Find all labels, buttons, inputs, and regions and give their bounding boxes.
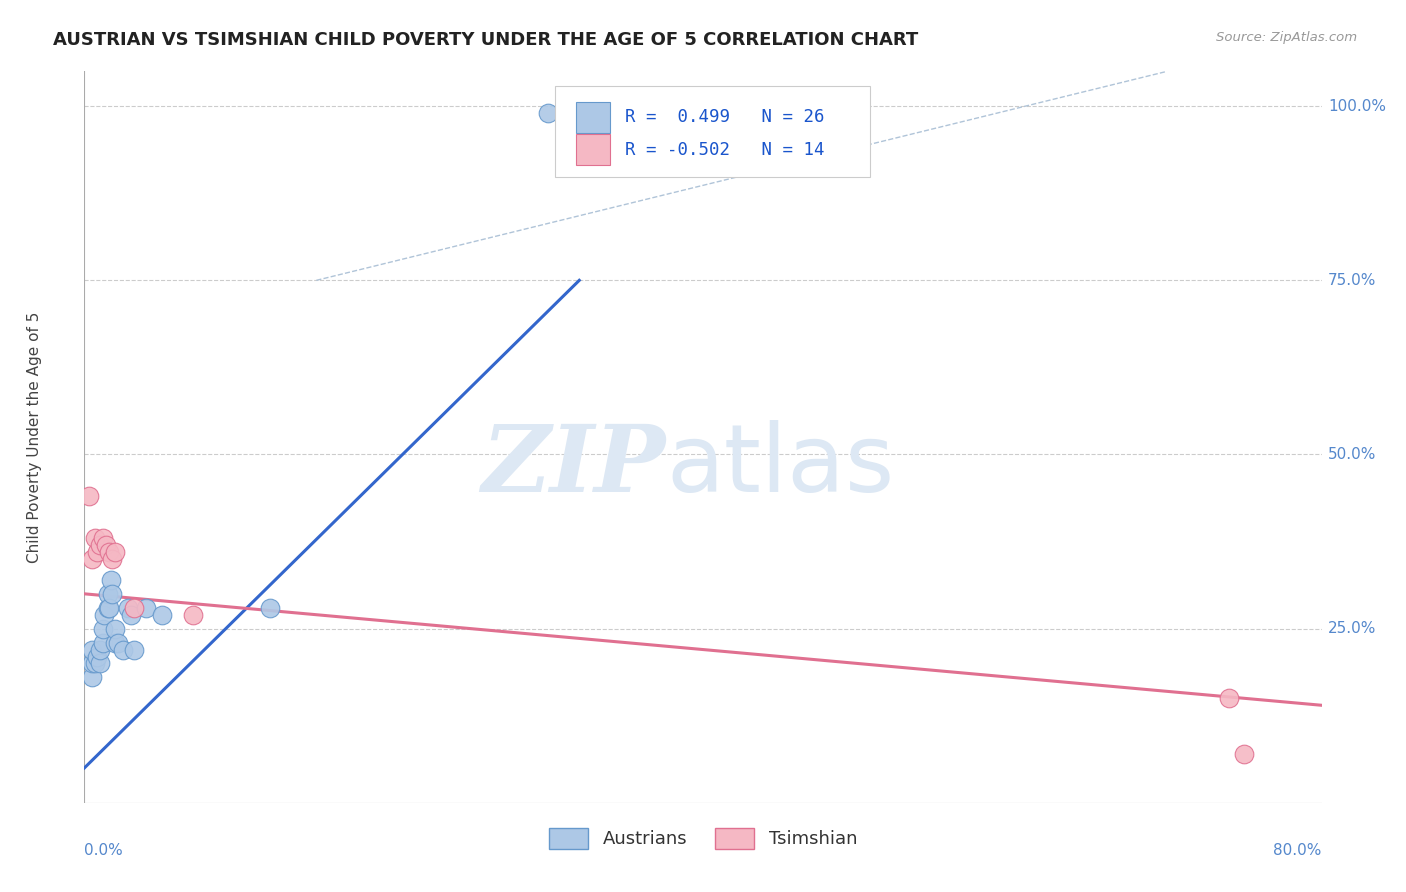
Text: 100.0%: 100.0% — [1327, 99, 1386, 113]
Point — [104, 622, 127, 636]
Text: Source: ZipAtlas.com: Source: ZipAtlas.com — [1216, 31, 1357, 45]
Point — [82, 657, 104, 671]
Point — [82, 642, 104, 657]
Text: atlas: atlas — [666, 420, 894, 512]
Point — [84, 531, 107, 545]
Point — [77, 489, 100, 503]
Text: 80.0%: 80.0% — [1274, 843, 1322, 858]
Text: Child Poverty Under the Age of 5: Child Poverty Under the Age of 5 — [27, 311, 42, 563]
Text: 75.0%: 75.0% — [1327, 273, 1376, 288]
Point — [82, 670, 104, 684]
Point — [181, 607, 204, 622]
Legend: Austrians, Tsimshian: Austrians, Tsimshian — [541, 821, 865, 856]
Point — [150, 607, 173, 622]
Point — [94, 538, 117, 552]
FancyBboxPatch shape — [554, 86, 870, 178]
Point — [96, 600, 118, 615]
Text: AUSTRIAN VS TSIMSHIAN CHILD POVERTY UNDER THE AGE OF 5 CORRELATION CHART: AUSTRIAN VS TSIMSHIAN CHILD POVERTY UNDE… — [53, 31, 918, 49]
Point — [98, 545, 121, 559]
Point — [86, 545, 108, 559]
FancyBboxPatch shape — [575, 135, 610, 165]
Point — [101, 552, 124, 566]
Point — [84, 657, 107, 671]
Point — [537, 106, 560, 120]
Text: R = -0.502   N = 14: R = -0.502 N = 14 — [626, 141, 824, 159]
Point — [89, 657, 111, 671]
Point — [104, 545, 127, 559]
Point — [98, 600, 121, 615]
Point — [82, 552, 104, 566]
Point — [104, 635, 127, 649]
Point — [122, 600, 145, 615]
Text: 0.0%: 0.0% — [84, 843, 124, 858]
Point — [122, 642, 145, 657]
Text: ZIP: ZIP — [482, 421, 666, 511]
Point — [96, 587, 118, 601]
Point — [91, 531, 114, 545]
Point — [89, 642, 111, 657]
Point — [100, 573, 122, 587]
Point — [89, 538, 111, 552]
Point — [93, 607, 115, 622]
Point — [135, 600, 157, 615]
Point — [101, 587, 124, 601]
Point — [120, 607, 142, 622]
Point — [91, 622, 114, 636]
Point — [1233, 747, 1256, 761]
Text: R =  0.499   N = 26: R = 0.499 N = 26 — [626, 109, 824, 127]
Point — [107, 635, 129, 649]
Text: 25.0%: 25.0% — [1327, 621, 1376, 636]
Point — [86, 649, 108, 664]
Point — [259, 600, 281, 615]
Point — [91, 635, 114, 649]
Text: 50.0%: 50.0% — [1327, 447, 1376, 462]
FancyBboxPatch shape — [575, 102, 610, 133]
Point — [1218, 691, 1240, 706]
Point — [117, 600, 139, 615]
Point — [112, 642, 135, 657]
